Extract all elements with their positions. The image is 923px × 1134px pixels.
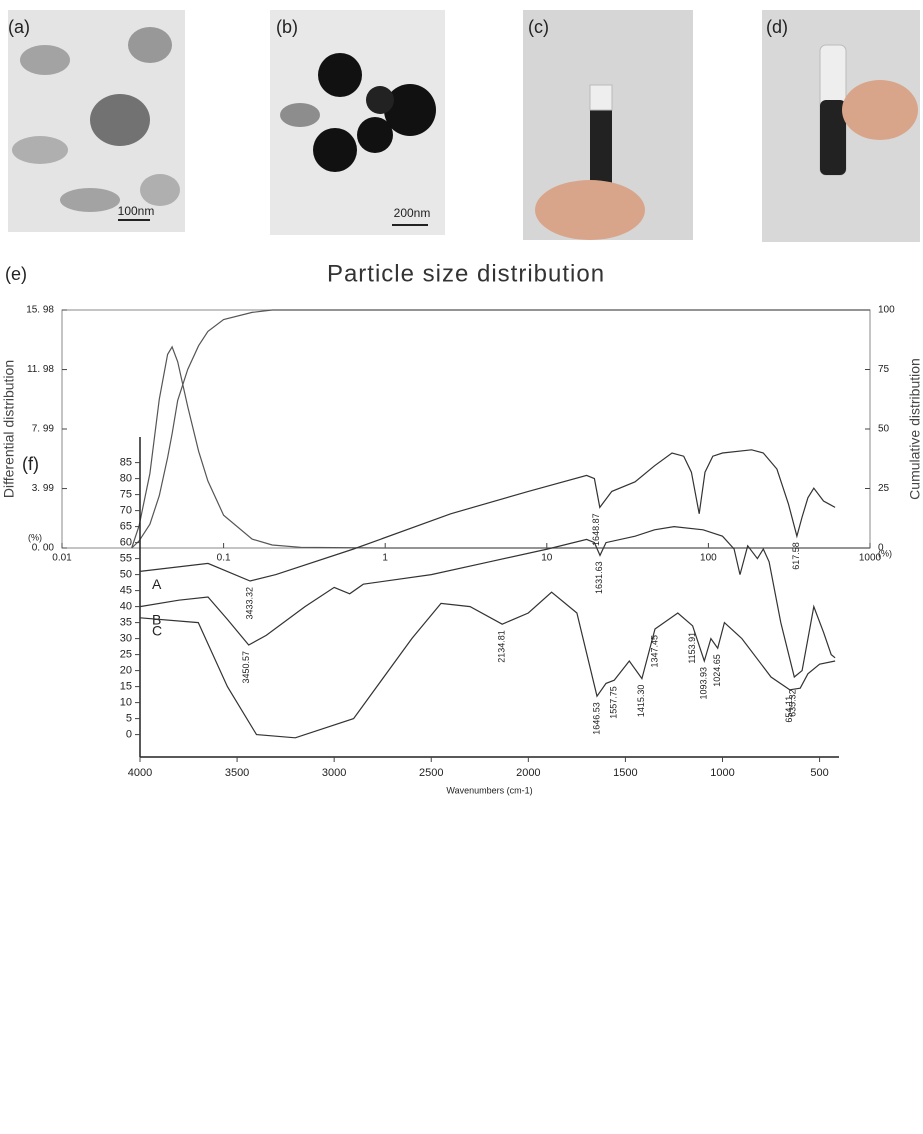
y-tick-label: 75	[120, 489, 132, 501]
x-tick-label: 0.1	[217, 553, 231, 564]
x-tick-label: 4000	[128, 767, 152, 779]
y-tick-label: 30	[120, 633, 132, 645]
x-tick-label: 1000	[859, 553, 882, 564]
x-tick-label: 1000	[710, 767, 734, 779]
y-tick-label: 45	[120, 585, 132, 597]
peak-label: 1557.75	[609, 686, 619, 719]
photo-c	[523, 10, 693, 240]
y-tick-label: 25	[120, 649, 132, 661]
series-line	[139, 525, 836, 679]
panel-label: (d)	[766, 17, 788, 37]
photo-d	[762, 10, 920, 242]
series-line	[131, 309, 870, 549]
y2-tick-label: 25	[878, 483, 890, 494]
series-label: A	[152, 576, 162, 592]
x-tick-label: 0.01	[52, 553, 72, 564]
y2-tick-label: 0	[878, 543, 884, 554]
y-axis-label: Differential distribution	[1, 360, 17, 498]
series-line	[139, 591, 836, 739]
x-tick-label: 3000	[322, 767, 346, 779]
x-tick-label: 500	[810, 767, 828, 779]
peak-label: 617.58	[791, 542, 801, 570]
y-tick-label: 0. 00	[32, 543, 55, 554]
x-tick-label: 3500	[225, 767, 249, 779]
peak-label: 1153.91	[687, 632, 697, 664]
y-tick-label: 15	[120, 681, 132, 693]
peak-label: 1648.87	[591, 513, 601, 546]
peak-label: 635.32	[788, 689, 798, 717]
y-tick-label: 65	[120, 521, 132, 533]
series-label: C	[152, 623, 162, 639]
scale-bar-label: 200nm	[394, 206, 431, 220]
y-unit: (%)	[28, 532, 42, 542]
y-tick-label: 35	[120, 617, 132, 629]
y-tick-label: 15. 98	[26, 305, 54, 316]
peak-label: 1093.93	[699, 667, 709, 700]
panel-label: (e)	[5, 264, 27, 284]
y2-unit: (%)	[878, 548, 892, 558]
panel-label: (c)	[528, 17, 549, 37]
y-tick-label: 70	[120, 505, 132, 517]
peak-label: 1415.30	[636, 685, 646, 718]
chart-title: Particle size distribution	[327, 260, 605, 287]
y-tick-label: 80	[120, 473, 132, 485]
scale-bar-label: 100nm	[118, 204, 155, 218]
panel-label: (a)	[8, 17, 30, 37]
x-tick-label: 10	[541, 553, 553, 564]
y-tick-label: 11. 98	[27, 364, 54, 375]
panel-label: (b)	[276, 17, 298, 37]
y2-tick-label: 75	[878, 364, 890, 375]
y-tick-label: 10	[120, 697, 132, 709]
y-tick-label: 60	[120, 537, 132, 549]
peak-label: 1024.65	[712, 654, 722, 687]
series-line	[131, 345, 870, 549]
peak-label: 654.11	[784, 696, 794, 723]
panel-label: (f)	[22, 454, 39, 474]
x-tick-label: 1	[382, 553, 388, 564]
peak-label: 1347.45	[649, 635, 659, 668]
y-tick-label: 3. 99	[32, 483, 55, 494]
y2-axis-label: Cumulative distribution	[907, 358, 923, 500]
plot-frame	[61, 309, 871, 549]
x-tick-label: 2500	[419, 767, 443, 779]
y-tick-label: 5	[126, 713, 132, 725]
x-tick-label: 100	[700, 553, 717, 564]
peak-label: 1631.63	[594, 561, 604, 594]
tem-image-b	[270, 10, 445, 235]
y-tick-label: 55	[120, 553, 132, 565]
y-tick-label: 0	[126, 729, 132, 741]
peak-label: 1646.53	[591, 702, 601, 735]
y-tick-label: 50	[120, 569, 132, 581]
y-tick-label: 40	[120, 601, 132, 613]
y2-tick-label: 100	[878, 305, 895, 316]
x-tick-label: 1500	[613, 767, 637, 779]
peak-label: 3433.32	[244, 587, 254, 620]
x-tick-label: 2000	[516, 767, 540, 779]
tem-image-a	[8, 10, 185, 232]
y-tick-label: 20	[120, 665, 132, 677]
y-tick-label: 7. 99	[32, 424, 55, 435]
peak-label: 2134.81	[497, 630, 507, 663]
peak-label: 3450.57	[241, 651, 251, 684]
y2-tick-label: 50	[878, 424, 890, 435]
x-axis-label: Wavenumbers (cm-1)	[446, 785, 532, 795]
series-line	[139, 449, 836, 582]
y-tick-label: 85	[120, 457, 132, 469]
